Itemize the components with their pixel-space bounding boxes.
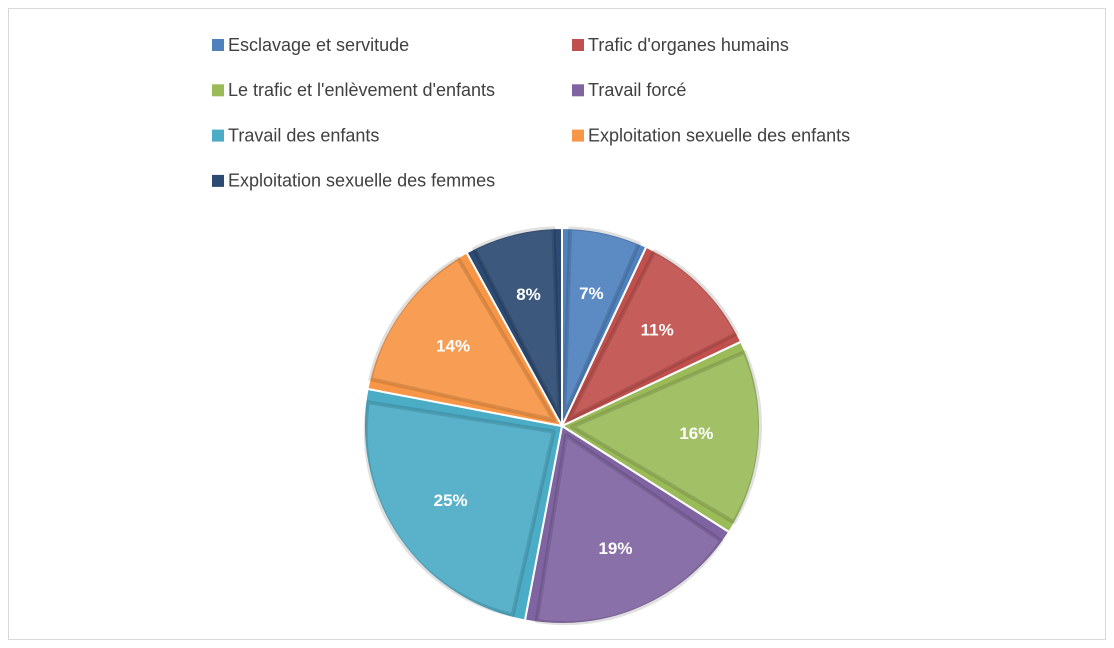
pie-slice — [465, 227, 563, 427]
pie-slice — [561, 340, 761, 534]
slice-bevel — [567, 249, 739, 421]
legend-swatch — [572, 84, 584, 97]
data-label: 19% — [598, 539, 632, 558]
pie-slice — [561, 245, 743, 427]
data-label: 8% — [516, 285, 541, 304]
legend-label: Exploitation sexuelle des femmes — [228, 171, 495, 191]
data-label: 16% — [679, 424, 713, 443]
data-label: 11% — [641, 320, 674, 339]
legend-swatch — [572, 129, 584, 142]
legend-swatch — [212, 84, 224, 97]
legend-label: Esclavage et servitude — [228, 35, 409, 55]
legend-label: Travail forcé — [588, 80, 686, 100]
pie-slice — [363, 387, 563, 622]
slice-bevel — [363, 400, 556, 618]
legend-label: Travail des enfants — [228, 125, 379, 145]
legend-swatch — [212, 39, 224, 51]
slice-bevel — [368, 256, 556, 423]
data-label: 7% — [579, 284, 604, 303]
legend-label: Le trafic et l'enlèvement d'enfants — [228, 80, 495, 100]
legend-label: Exploitation sexuelle des enfants — [588, 125, 850, 145]
slice-bevel — [562, 226, 641, 419]
legend-swatch — [572, 39, 584, 51]
pie-slice — [523, 425, 731, 625]
legend-swatch — [212, 174, 224, 187]
data-label: 25% — [434, 491, 468, 510]
slice-bevel — [472, 226, 562, 419]
slice-bevel — [569, 350, 762, 525]
legend-swatch — [212, 129, 224, 142]
data-label: 14% — [436, 336, 470, 355]
legend-label: Trafic d'organes humains — [588, 35, 789, 55]
slice-bevel — [534, 433, 724, 626]
pie-slice — [366, 251, 563, 427]
